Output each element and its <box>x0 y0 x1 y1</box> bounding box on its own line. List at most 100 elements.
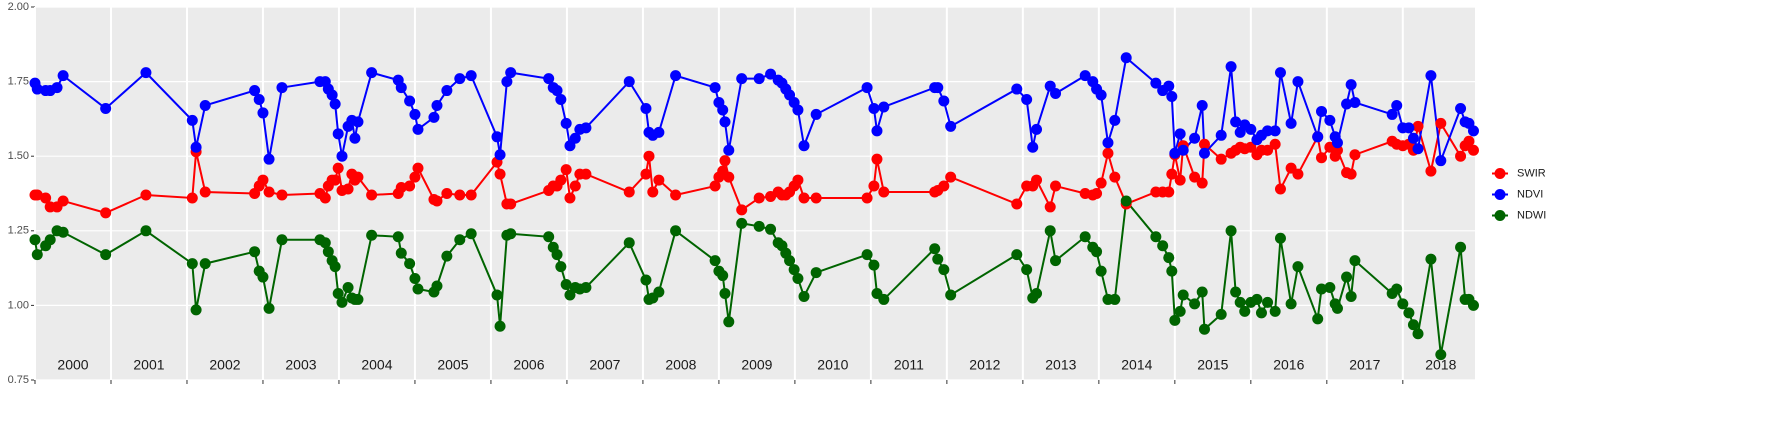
data-point <box>1435 117 1447 129</box>
data-point <box>352 293 364 305</box>
data-point <box>454 73 466 85</box>
data-point <box>1316 283 1328 295</box>
data-point <box>670 189 682 201</box>
data-point <box>1285 117 1297 129</box>
data-point <box>878 101 890 113</box>
data-point <box>505 67 517 79</box>
data-point <box>199 99 211 111</box>
data-point <box>1174 128 1186 140</box>
data-point <box>257 107 269 119</box>
data-point <box>1079 231 1091 243</box>
data-point <box>719 287 731 299</box>
data-point <box>1251 293 1263 305</box>
data-point <box>329 174 341 186</box>
data-point <box>569 132 581 144</box>
data-point <box>465 189 477 201</box>
data-point <box>1031 174 1043 186</box>
data-point <box>491 131 503 143</box>
data-point <box>788 264 800 276</box>
data-point <box>543 73 555 85</box>
data-point <box>1403 122 1415 134</box>
data-point <box>868 102 880 114</box>
legend-label: NDWI <box>1517 209 1546 221</box>
data-point <box>1050 180 1062 192</box>
data-point <box>717 104 729 116</box>
data-point <box>366 67 378 79</box>
data-point <box>257 271 269 283</box>
data-point <box>1274 67 1286 79</box>
year-label: 2016 <box>1273 357 1304 373</box>
data-point <box>326 89 338 101</box>
data-point <box>1166 265 1178 277</box>
data-point <box>140 67 152 79</box>
data-point <box>494 320 506 332</box>
year-label: 2012 <box>969 357 1000 373</box>
data-point <box>643 150 655 162</box>
data-point <box>798 192 810 204</box>
data-point <box>580 281 592 293</box>
data-point <box>792 174 804 186</box>
data-point <box>249 85 261 97</box>
data-point <box>1274 183 1286 195</box>
data-point <box>1341 98 1353 110</box>
data-point <box>412 123 424 135</box>
data-point <box>57 70 69 82</box>
data-point <box>736 73 748 85</box>
data-point <box>623 237 635 249</box>
data-point <box>186 258 198 270</box>
data-point <box>1345 79 1357 91</box>
data-point <box>871 125 883 137</box>
data-point <box>1455 102 1467 114</box>
data-point <box>253 94 265 106</box>
data-point <box>1157 240 1169 252</box>
year-label: 2007 <box>589 357 620 373</box>
data-point <box>1011 83 1023 95</box>
data-point <box>336 296 348 308</box>
data-point <box>494 149 506 161</box>
data-point <box>1091 188 1103 199</box>
data-point <box>1425 165 1437 177</box>
data-point <box>719 116 731 128</box>
data-point <box>1331 137 1343 149</box>
data-point <box>1079 70 1091 82</box>
data-point <box>1027 141 1039 153</box>
data-point <box>640 168 652 180</box>
data-point <box>395 182 407 194</box>
data-point <box>409 108 421 120</box>
data-point <box>1324 281 1336 293</box>
year-label: 2001 <box>133 357 164 373</box>
data-point <box>1095 265 1107 277</box>
data-point <box>1109 293 1121 305</box>
data-point <box>861 192 873 204</box>
data-point <box>709 180 721 192</box>
data-point <box>1215 308 1227 320</box>
data-point <box>1262 296 1274 308</box>
data-point <box>494 168 506 180</box>
data-point <box>1198 147 1210 159</box>
data-point <box>929 243 941 255</box>
year-label: 2018 <box>1425 357 1456 373</box>
data-point <box>1198 323 1210 335</box>
data-point <box>140 225 152 237</box>
data-point <box>465 70 477 82</box>
data-point <box>31 83 43 95</box>
data-point <box>1150 77 1162 89</box>
data-point <box>1044 225 1056 237</box>
data-point <box>186 192 198 204</box>
data-point <box>1331 302 1343 314</box>
data-point <box>1109 114 1121 126</box>
data-point <box>670 225 682 237</box>
data-point <box>1425 253 1437 265</box>
data-point <box>1091 246 1103 258</box>
data-point <box>543 231 555 243</box>
y-tick-label: 1.75 <box>8 76 29 88</box>
data-point <box>784 255 796 267</box>
data-point <box>1467 299 1479 311</box>
data-point <box>736 204 748 216</box>
data-point <box>569 180 581 192</box>
data-point <box>1455 241 1467 253</box>
data-point <box>810 192 822 204</box>
data-point <box>810 267 822 279</box>
data-point <box>1196 177 1208 189</box>
data-point <box>190 304 202 316</box>
